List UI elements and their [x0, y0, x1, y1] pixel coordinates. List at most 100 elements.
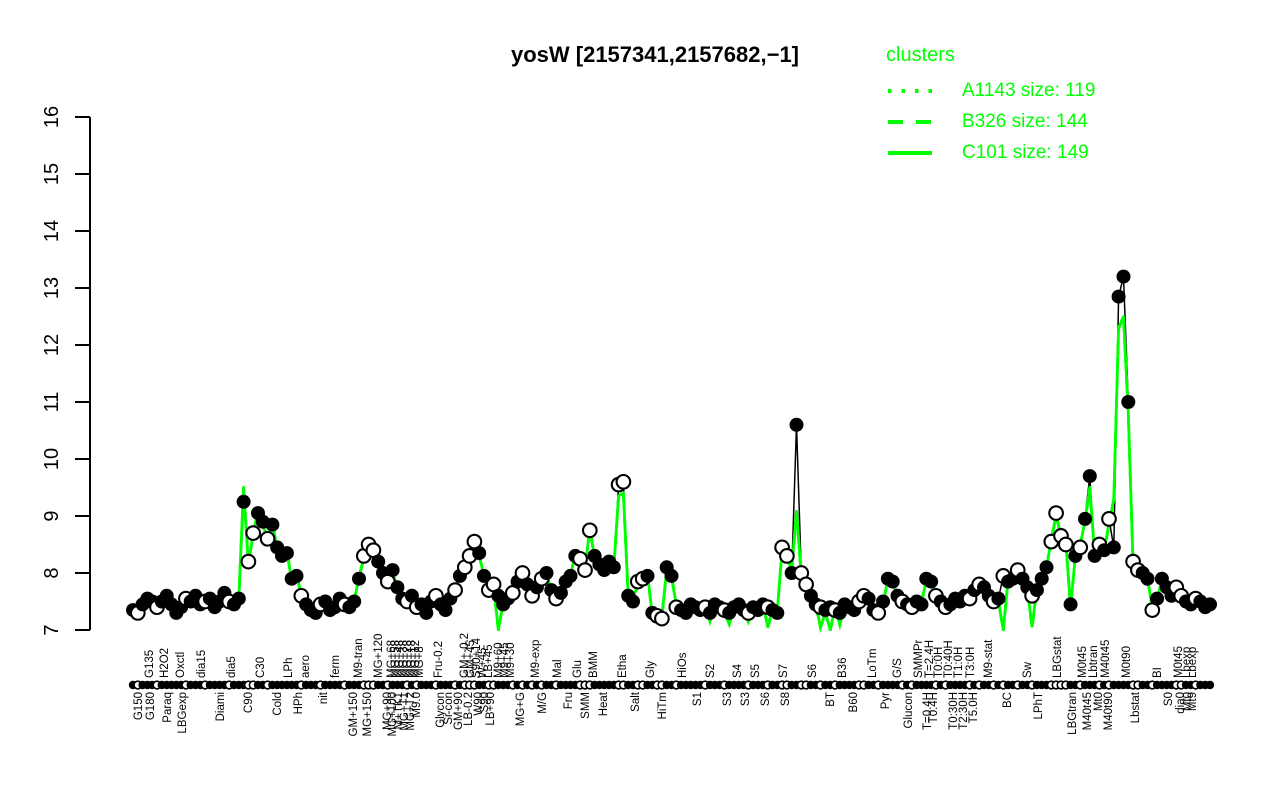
x-axis-label-top: M0t90	[1121, 646, 1133, 678]
x-axis-label-bottom: LB-0.2	[463, 692, 475, 726]
x-axis-label-bottom: Pyr	[880, 692, 892, 709]
x-axis-label-top: MG+120	[373, 634, 385, 678]
x-axis-label-top: dia15	[196, 650, 208, 678]
x-axis-label-top: M9-stat	[983, 639, 995, 678]
data-point-filled-marker	[1203, 597, 1217, 612]
data-point-open-marker	[447, 582, 463, 598]
cluster-legend: clusters A1143 size: 119 B326 size: 144 …	[886, 44, 1095, 168]
data-point-open-marker	[615, 473, 632, 490]
y-axis-tick-label: 12	[41, 334, 63, 356]
x-axis-label-bottom: GM+90	[453, 692, 465, 730]
x-axis-label-bottom: B60	[848, 692, 860, 712]
x-axis-label-bottom: Mt0	[1182, 692, 1194, 711]
x-axis-label-top: M0t45	[1173, 646, 1185, 678]
x-axis-label-bottom: Si-con	[443, 692, 455, 725]
data-point-filled-marker	[1029, 583, 1044, 598]
x-axis-label-bottom: MG+90	[382, 692, 394, 730]
x-axis-label-bottom: M40t45	[1082, 692, 1094, 730]
x-axis-label-bottom: S3	[740, 692, 752, 706]
x-axis-label-top: M9-exp	[530, 640, 542, 678]
data-point-filled-marker	[477, 568, 491, 583]
x-axis-label-top: M9-tran	[353, 638, 365, 678]
data-point-filled-marker	[885, 574, 900, 589]
x-axis-label-top: M9+45	[499, 643, 511, 678]
x-axis-label-bottom: M+TK1	[393, 692, 405, 729]
data-point-open-marker	[1057, 536, 1074, 553]
legend-title: clusters	[886, 44, 955, 66]
dashed-line-icon	[888, 119, 932, 124]
data-point-filled-marker	[1111, 289, 1126, 304]
x-axis-label-bottom: GM+150	[348, 692, 360, 736]
x-axis-label-top: GM+-0.2	[459, 633, 471, 678]
data-point-filled-marker	[924, 574, 939, 589]
y-axis-tick-label: 7	[41, 624, 63, 635]
x-axis-label-bottom: M9.0	[411, 692, 423, 718]
data-point-filled-marker	[231, 591, 246, 606]
data-point-open-marker	[654, 610, 670, 627]
data-point-filled-marker	[640, 568, 655, 583]
x-axis-label-top: HiOs	[677, 652, 689, 678]
data-point-filled-marker	[279, 546, 294, 561]
data-point-filled-marker	[236, 494, 251, 509]
x-axis-label-top: Lbexp	[1187, 647, 1199, 678]
x-axis-label-top: MG+28	[402, 640, 414, 678]
x-axis-label-top: H2O2	[159, 648, 171, 678]
x-axis-label-top: W+45	[477, 648, 489, 678]
data-point-filled-marker	[1082, 469, 1097, 484]
x-axis-label-bottom: T5.0H	[968, 692, 980, 723]
x-axis-label-bottom: MG+G	[515, 692, 527, 726]
x-axis-label-bottom: HiTm	[657, 692, 669, 719]
x-axis-label-bottom: BT	[825, 692, 837, 707]
legend-label: B326 size: 144	[962, 110, 1088, 132]
x-axis-label-bottom: LB+90	[485, 692, 497, 726]
data-point-filled-marker	[1034, 571, 1049, 586]
condition-rug-filled-marker	[1205, 680, 1215, 690]
x-axis-label-bottom: T2:30H	[958, 692, 970, 730]
x-axis-label-bottom: S90	[479, 692, 491, 712]
y-axis-tick-label: 15	[41, 163, 63, 185]
x-axis-label-bottom: M/G	[537, 692, 549, 714]
data-point-open-marker	[577, 562, 593, 578]
legend-entry-dashed: B326 size: 144	[886, 106, 1095, 137]
y-axis-tick-label: 13	[41, 277, 63, 299]
x-axis-label-bottom: MG+150	[362, 692, 374, 736]
data-point-filled-marker	[1116, 269, 1131, 284]
x-axis-label-top: S4	[732, 663, 744, 678]
data-point-open-marker	[1101, 511, 1117, 527]
y-axis-tick-label: 14	[41, 220, 63, 242]
x-axis-label-top: S90+14	[471, 637, 483, 678]
x-axis-label-bottom: Mt0	[1093, 692, 1105, 711]
x-axis-label-bottom: T0.4H	[928, 692, 940, 723]
x-axis-label-top: Etha	[617, 654, 629, 678]
x-axis-label-bottom: Paraq	[162, 692, 174, 723]
x-axis-label-top: M9+60	[493, 643, 505, 678]
data-point-filled-marker	[371, 554, 386, 569]
x-axis-label-top: MG+38	[398, 640, 410, 678]
x-axis-label-top: LBGstat	[1052, 636, 1064, 678]
dotted-line-icon	[888, 88, 932, 93]
data-point-filled-marker	[472, 546, 487, 561]
x-axis-label-top: LoTm	[867, 649, 879, 678]
x-axis-label-top: aero	[300, 655, 312, 678]
data-point-filled-marker	[1063, 597, 1078, 612]
data-point-filled-marker	[1150, 591, 1165, 606]
x-axis-label-bottom: Diami	[215, 692, 227, 721]
x-axis-label-bottom: S6	[760, 692, 772, 706]
x-axis-label-bottom: Glucon	[903, 692, 915, 728]
x-axis-label-bottom: S8	[780, 692, 792, 706]
data-point-filled-marker	[1078, 511, 1092, 526]
data-point-open-marker	[245, 525, 262, 541]
x-axis-label-top: dia5	[226, 656, 238, 678]
data-point-filled-marker	[289, 568, 304, 583]
x-axis-label-top: GM+45	[465, 640, 477, 678]
x-axis-label-top: S7	[778, 664, 790, 678]
data-point-filled-marker	[404, 588, 419, 603]
data-point-filled-marker	[265, 517, 280, 532]
x-axis-label-top: Sw	[1022, 661, 1034, 678]
x-axis-label-bottom: C90	[243, 692, 255, 713]
data-point-filled-marker	[1121, 395, 1136, 409]
data-point-open-marker	[1072, 539, 1089, 556]
legend-entry-dotted: A1143 size: 119	[886, 75, 1095, 106]
x-axis-label-top: S6	[807, 664, 819, 678]
